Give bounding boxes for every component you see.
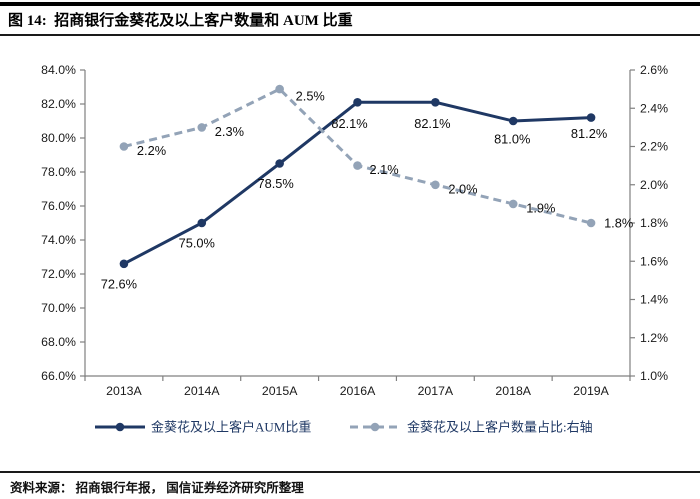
x-axis-category-label: 2013A <box>106 384 142 398</box>
figure-title: 图 14: 招商银行金葵花及以上客户数量和 AUM 比重 <box>8 13 353 29</box>
right-axis-tick-label: 1.6% <box>640 254 668 268</box>
left-axis-tick-label: 66.0% <box>41 369 76 383</box>
data-point-label: 2.3% <box>215 124 244 139</box>
data-point-label: 82.1% <box>331 116 367 131</box>
right-axis-tick-label: 1.8% <box>640 216 668 230</box>
legend-item-0: 金葵花及以上客户AUM比重 <box>95 420 311 435</box>
legend-item-1: 金葵花及以上客户数量占比:右轴 <box>350 420 593 435</box>
left-axis-tick-label: 74.0% <box>41 233 76 247</box>
x-axis-category-label: 2017A <box>418 384 454 398</box>
right-axis-tick-label: 1.4% <box>640 293 668 307</box>
right-axis-tick-label: 2.0% <box>640 178 668 192</box>
series-left: 72.6% 75.0% 78.5% 82.1% 82.1% 81.0% 81.2% <box>101 98 607 291</box>
right-axis-tick-label: 2.2% <box>640 140 668 154</box>
chart-svg: 84.0% 82.0% 80.0% 78.0% 76.0% 74.0% 72.0% 70.0%… <box>41 63 668 435</box>
legend-label: 金葵花及以上客户AUM比重 <box>151 420 311 435</box>
right-axis-tick-label: 1.0% <box>640 369 668 383</box>
left-axis: 84.0% 82.0% 80.0% 78.0% 76.0% 74.0% 72.0% 70.0%… <box>41 63 86 383</box>
source-note: 资料来源： 招商银行年报， 国信证券经济研究所整理 <box>10 481 304 495</box>
right-axis-tick-label: 2.6% <box>640 63 668 77</box>
x-axis-category-label: 2019A <box>573 384 609 398</box>
x-axis-category-label: 2016A <box>340 384 376 398</box>
data-point-label: 75.0% <box>179 236 215 251</box>
data-point-marker <box>508 199 518 209</box>
data-point-marker <box>353 98 362 107</box>
legend-marker-icon <box>115 422 125 432</box>
left-axis-tick-label: 72.0% <box>41 267 76 281</box>
x-axis-category-label: 2018A <box>495 384 531 398</box>
data-point-label: 2.5% <box>296 89 325 104</box>
x-axis: 2013A 2014A 2015A 2016A 2017A 2018A 2019A <box>84 375 631 398</box>
x-axis-category-label: 2014A <box>184 384 220 398</box>
top-border-rule <box>0 2 700 6</box>
data-point-label: 81.0% <box>494 132 530 147</box>
data-point-marker <box>119 142 129 151</box>
left-axis-tick-label: 78.0% <box>41 165 76 179</box>
data-point-marker <box>508 116 518 126</box>
left-axis-tick-label: 70.0% <box>41 301 76 315</box>
right-axis: 2.6% 2.4% 2.2% 2.0% 1.8% 1.6% 1.4% 1.2% 1.0% <box>629 63 668 383</box>
data-point-label: 82.1% <box>414 116 450 131</box>
data-point-marker <box>197 123 207 132</box>
data-point-label: 2.1% <box>370 162 399 177</box>
x-axis-category-label: 2015A <box>262 384 298 398</box>
source-divider-rule <box>0 471 700 473</box>
data-point-label: 72.6% <box>101 276 137 291</box>
left-axis-tick-label: 68.0% <box>41 335 76 349</box>
data-point-marker <box>586 218 596 228</box>
data-point-label: 2.2% <box>137 143 166 158</box>
data-point-label: 1.9% <box>526 200 555 215</box>
left-axis-tick-label: 84.0% <box>41 63 76 77</box>
data-point-marker <box>197 218 207 228</box>
legend-marker-icon <box>370 422 380 432</box>
series-line <box>123 87 592 225</box>
right-axis-tick-label: 1.2% <box>640 331 668 345</box>
dual-axis-line-chart: 84.0% 82.0% 80.0% 78.0% 76.0% 74.0% 72.0% 70.0%… <box>41 63 668 435</box>
data-point-label: 78.5% <box>257 176 293 191</box>
left-axis-tick-label: 80.0% <box>41 131 76 145</box>
legend-label: 金葵花及以上客户数量占比:右轴 <box>407 420 593 435</box>
data-point-label: 81.2% <box>571 126 607 141</box>
data-point-label: 2.0% <box>448 181 477 196</box>
right-axis-tick-label: 2.4% <box>640 101 668 115</box>
data-point-marker <box>586 113 596 122</box>
left-axis-tick-label: 76.0% <box>41 199 76 213</box>
data-point-marker <box>275 159 284 168</box>
data-point-marker <box>119 259 129 269</box>
data-point-marker <box>353 161 362 170</box>
data-point-marker <box>275 84 284 94</box>
title-divider-rule <box>0 34 700 36</box>
series-right: 2.2% 2.3% 2.5% 2.1% 2.0% 1.9% 1.8% <box>119 84 633 231</box>
left-axis-tick-label: 82.0% <box>41 97 76 111</box>
data-point-label: 1.8% <box>604 216 633 231</box>
data-point-marker <box>431 180 440 190</box>
data-point-marker <box>431 98 440 107</box>
